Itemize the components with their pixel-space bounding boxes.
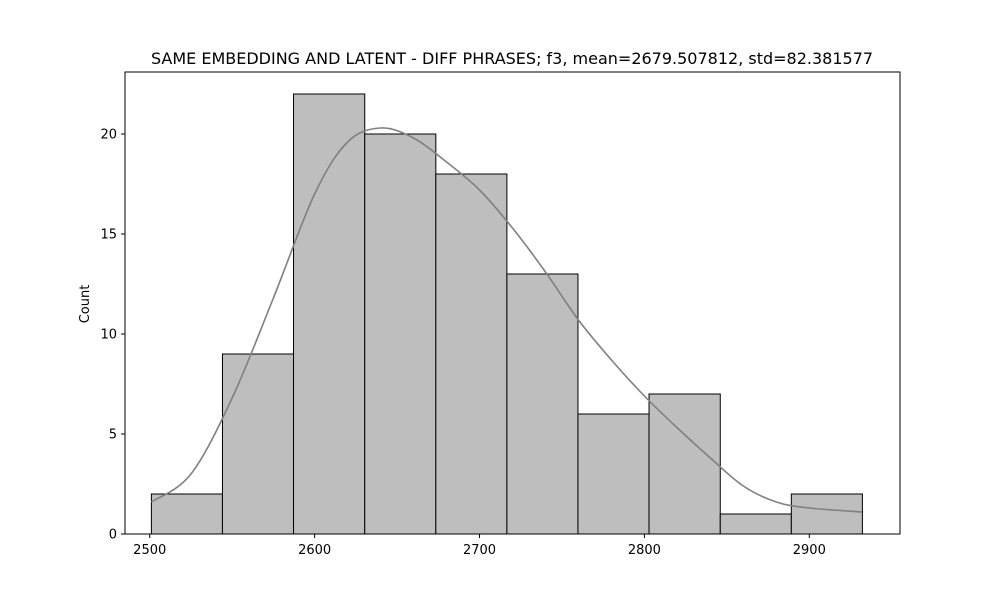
histogram-bar-2 <box>293 93 366 535</box>
plot-area-frame <box>124 71 901 535</box>
y-tick-label: 20 <box>100 128 117 143</box>
histogram-bar-6 <box>577 413 650 535</box>
y-tick-label: 15 <box>100 228 117 243</box>
x-tick-label: 2900 <box>793 543 826 558</box>
x-tick-label: 2500 <box>133 543 166 558</box>
y-tick-label: 0 <box>109 528 117 543</box>
y-axis-ticks: 0 5 10 15 20 <box>100 128 125 543</box>
histogram-bar-7 <box>648 393 721 535</box>
kde-layer <box>150 127 863 513</box>
x-tick-label: 2600 <box>298 543 331 558</box>
kde-curve <box>150 127 863 513</box>
histogram-bar-5 <box>506 273 579 535</box>
bars-layer <box>150 93 863 535</box>
histogram-bar-0 <box>150 493 223 535</box>
y-axis-label: Count <box>78 285 93 324</box>
x-tick-label: 2700 <box>463 543 496 558</box>
histogram-bar-8 <box>719 513 792 535</box>
histogram-bar-3 <box>364 133 437 535</box>
histogram-bar-4 <box>435 173 508 535</box>
chart-title: SAME EMBEDDING AND LATENT - DIFF PHRASES… <box>151 49 873 68</box>
histogram-bar-9 <box>790 493 863 535</box>
x-axis-ticks: 2500 2600 2700 2800 2900 <box>133 534 826 558</box>
y-tick-label: 5 <box>109 428 117 443</box>
histogram-bar-1 <box>221 353 295 535</box>
y-tick-label: 10 <box>100 328 117 343</box>
x-tick-label: 2800 <box>628 543 661 558</box>
